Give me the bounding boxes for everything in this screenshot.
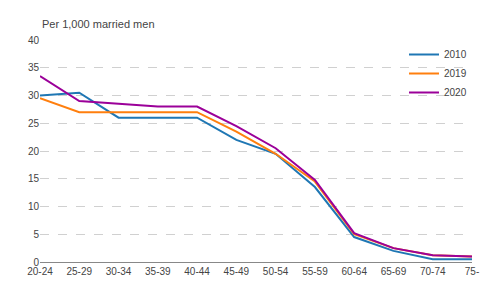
- svg-text:25: 25: [28, 118, 40, 129]
- svg-text:Per 1,000 married men: Per 1,000 married men: [42, 18, 155, 30]
- svg-text:20-24: 20-24: [27, 266, 53, 277]
- svg-text:10: 10: [28, 201, 40, 212]
- svg-text:50-54: 50-54: [263, 266, 289, 277]
- svg-text:60-64: 60-64: [341, 266, 367, 277]
- svg-text:5: 5: [33, 229, 39, 240]
- svg-text:30: 30: [28, 90, 40, 101]
- svg-text:0: 0: [33, 257, 39, 268]
- svg-text:75-: 75-: [465, 266, 479, 277]
- svg-text:40: 40: [28, 35, 40, 46]
- svg-text:65-69: 65-69: [381, 266, 407, 277]
- svg-text:70-74: 70-74: [420, 266, 446, 277]
- svg-text:2010: 2010: [444, 49, 467, 60]
- svg-text:35-39: 35-39: [145, 266, 171, 277]
- svg-text:25-29: 25-29: [66, 266, 92, 277]
- svg-text:20: 20: [28, 146, 40, 157]
- svg-text:55-59: 55-59: [302, 266, 328, 277]
- svg-text:2020: 2020: [444, 87, 467, 98]
- svg-text:2019: 2019: [444, 68, 467, 79]
- svg-text:45-49: 45-49: [224, 266, 250, 277]
- svg-text:40-44: 40-44: [184, 266, 210, 277]
- svg-text:15: 15: [28, 173, 40, 184]
- svg-text:35: 35: [28, 62, 40, 73]
- svg-text:30-34: 30-34: [106, 266, 132, 277]
